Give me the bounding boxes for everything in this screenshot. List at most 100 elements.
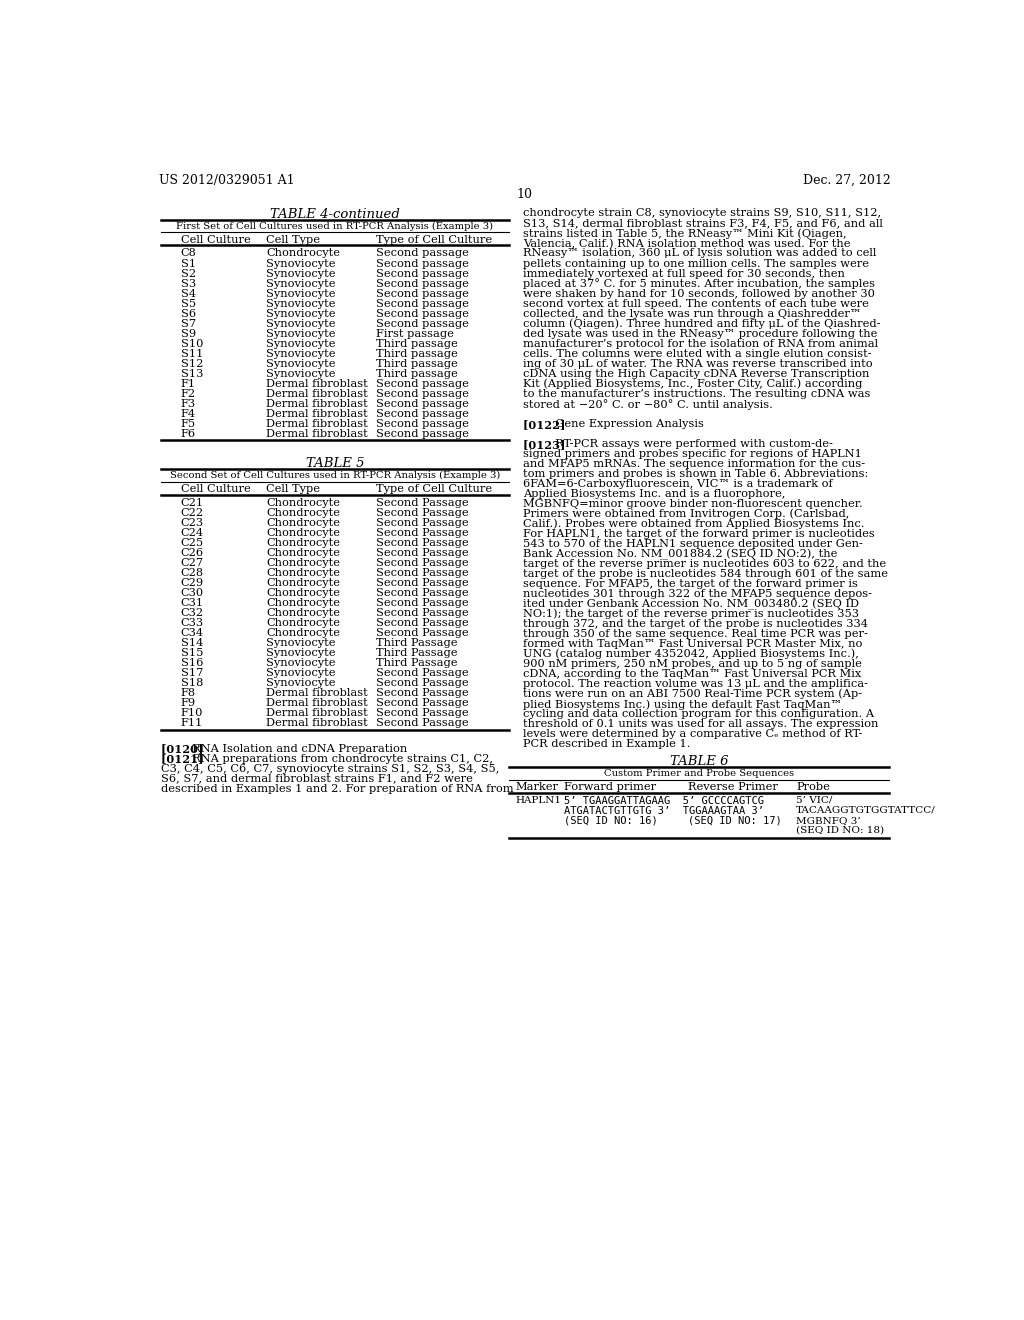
- Text: Chondrocyte: Chondrocyte: [266, 539, 340, 548]
- Text: Calif.). Probes were obtained from Applied Biosystems Inc.: Calif.). Probes were obtained from Appli…: [523, 519, 864, 529]
- Text: F3: F3: [180, 399, 196, 409]
- Text: stored at −20° C. or −80° C. until analysis.: stored at −20° C. or −80° C. until analy…: [523, 399, 773, 409]
- Text: Synoviocyte: Synoviocyte: [266, 659, 336, 668]
- Text: Second Passage: Second Passage: [376, 609, 469, 618]
- Text: RNA Isolation and cDNA Preparation: RNA Isolation and cDNA Preparation: [185, 743, 408, 754]
- Text: immediately vortexed at full speed for 30 seconds, then: immediately vortexed at full speed for 3…: [523, 268, 845, 279]
- Text: Second passage: Second passage: [376, 318, 469, 329]
- Text: TABLE 5: TABLE 5: [306, 457, 365, 470]
- Text: Chondrocyte: Chondrocyte: [266, 589, 340, 598]
- Text: C3, C4, C5, C6, C7, synoviocyte strains S1, S2, S3, S4, S5,: C3, C4, C5, C6, C7, synoviocyte strains …: [161, 763, 499, 774]
- Text: First Set of Cell Cultures used in RT-PCR Analysis (Example 3): First Set of Cell Cultures used in RT-PC…: [176, 222, 494, 231]
- Text: Second Passage: Second Passage: [376, 558, 469, 568]
- Text: Third Passage: Third Passage: [376, 648, 458, 659]
- Text: S17: S17: [180, 668, 203, 678]
- Text: Chondrocyte: Chondrocyte: [266, 498, 340, 508]
- Text: C22: C22: [180, 508, 204, 517]
- Text: S4: S4: [180, 289, 196, 298]
- Text: placed at 37° C. for 5 minutes. After incubation, the samples: placed at 37° C. for 5 minutes. After in…: [523, 279, 876, 289]
- Text: Chondrocyte: Chondrocyte: [266, 618, 340, 628]
- Text: F10: F10: [180, 708, 203, 718]
- Text: 10: 10: [517, 187, 532, 201]
- Text: F9: F9: [180, 698, 196, 708]
- Text: 6FAM=6-Carboxyfluorescein, VIC™ is a trademark of: 6FAM=6-Carboxyfluorescein, VIC™ is a tra…: [523, 479, 833, 488]
- Text: described in Examples 1 and 2. For preparation of RNA from: described in Examples 1 and 2. For prepa…: [161, 784, 513, 793]
- Text: Chondrocyte: Chondrocyte: [266, 548, 340, 558]
- Text: Dermal fibroblast: Dermal fibroblast: [266, 399, 368, 409]
- Text: TACAAGGTGTGGTATTCC/: TACAAGGTGTGGTATTCC/: [796, 807, 936, 814]
- Text: were shaken by hand for 10 seconds, followed by another 30: were shaken by hand for 10 seconds, foll…: [523, 289, 876, 298]
- Text: cells. The columns were eluted with a single elution consist-: cells. The columns were eluted with a si…: [523, 348, 871, 359]
- Text: S9: S9: [180, 329, 196, 338]
- Text: Second Passage: Second Passage: [376, 589, 469, 598]
- Text: S5: S5: [180, 298, 196, 309]
- Text: UNG (catalog number 4352042, Applied Biosystems Inc.),: UNG (catalog number 4352042, Applied Bio…: [523, 649, 859, 660]
- Text: Second passage: Second passage: [376, 388, 469, 399]
- Text: Dermal fibroblast: Dermal fibroblast: [266, 688, 368, 698]
- Text: Dermal fibroblast: Dermal fibroblast: [266, 718, 368, 729]
- Text: Valencia, Calif.) RNA isolation method was used. For the: Valencia, Calif.) RNA isolation method w…: [523, 239, 851, 249]
- Text: through 350 of the same sequence. Real time PCR was per-: through 350 of the same sequence. Real t…: [523, 628, 868, 639]
- Text: C28: C28: [180, 568, 204, 578]
- Text: Second Set of Cell Cultures used in RT-PCR Analysis (Example 3): Second Set of Cell Cultures used in RT-P…: [170, 471, 500, 480]
- Text: Second passage: Second passage: [376, 289, 469, 298]
- Text: C8: C8: [180, 248, 197, 259]
- Text: C32: C32: [180, 609, 204, 618]
- Text: TABLE 6: TABLE 6: [670, 755, 728, 768]
- Text: Second passage: Second passage: [376, 268, 469, 279]
- Text: Second Passage: Second Passage: [376, 618, 469, 628]
- Text: C23: C23: [180, 517, 204, 528]
- Text: plied Biosystems Inc.) using the default Fast TaqMan™: plied Biosystems Inc.) using the default…: [523, 700, 842, 710]
- Text: tions were run on an ABI 7500 Real-Time PCR system (Ap-: tions were run on an ABI 7500 Real-Time …: [523, 689, 862, 700]
- Text: Chondrocyte: Chondrocyte: [266, 568, 340, 578]
- Text: MGBNFQ 3’: MGBNFQ 3’: [796, 816, 861, 825]
- Text: Second Passage: Second Passage: [376, 517, 469, 528]
- Text: F6: F6: [180, 429, 196, 438]
- Text: Synoviocyte: Synoviocyte: [266, 339, 336, 348]
- Text: cycling and data collection program for this configuration. A: cycling and data collection program for …: [523, 709, 874, 719]
- Text: Synoviocyte: Synoviocyte: [266, 279, 336, 289]
- Text: threshold of 0.1 units was used for all assays. The expression: threshold of 0.1 units was used for all …: [523, 719, 879, 729]
- Text: Cell Culture: Cell Culture: [180, 484, 251, 494]
- Text: Cell Culture: Cell Culture: [180, 235, 251, 244]
- Text: [0121]: [0121]: [161, 754, 207, 764]
- Text: Synoviocyte: Synoviocyte: [266, 668, 336, 678]
- Text: RNeasy™ isolation, 360 μL of lysis solution was added to cell: RNeasy™ isolation, 360 μL of lysis solut…: [523, 248, 877, 259]
- Text: PCR described in Example 1.: PCR described in Example 1.: [523, 739, 691, 748]
- Text: Second Passage: Second Passage: [376, 568, 469, 578]
- Text: Synoviocyte: Synoviocyte: [266, 259, 336, 268]
- Text: HAPLN1: HAPLN1: [515, 796, 561, 805]
- Text: through 372, and the target of the probe is nucleotides 334: through 372, and the target of the probe…: [523, 619, 868, 628]
- Text: F4: F4: [180, 409, 196, 418]
- Text: S14: S14: [180, 638, 203, 648]
- Text: Dec. 27, 2012: Dec. 27, 2012: [803, 174, 891, 187]
- Text: Dermal fibroblast: Dermal fibroblast: [266, 388, 368, 399]
- Text: Second passage: Second passage: [376, 259, 469, 268]
- Text: formed with TaqMan™ Fast Universal PCR Master Mix, no: formed with TaqMan™ Fast Universal PCR M…: [523, 639, 862, 649]
- Text: Cell Type: Cell Type: [266, 235, 319, 244]
- Text: Synoviocyte: Synoviocyte: [266, 648, 336, 659]
- Text: Second Passage: Second Passage: [376, 698, 469, 708]
- Text: 900 nM primers, 250 nM probes, and up to 5 ng of sample: 900 nM primers, 250 nM probes, and up to…: [523, 659, 862, 669]
- Text: Third passage: Third passage: [376, 339, 458, 348]
- Text: Second passage: Second passage: [376, 309, 469, 318]
- Text: signed primers and probes specific for regions of HAPLN1: signed primers and probes specific for r…: [523, 449, 862, 458]
- Text: S6: S6: [180, 309, 196, 318]
- Text: (SEQ ID NO: 17): (SEQ ID NO: 17): [687, 816, 781, 826]
- Text: Dermal fibroblast: Dermal fibroblast: [266, 708, 368, 718]
- Text: Third passage: Third passage: [376, 359, 458, 368]
- Text: 5’ TGAAGGATTAGAAG  5’ GCCCCAGTCG: 5’ TGAAGGATTAGAAG 5’ GCCCCAGTCG: [563, 796, 764, 807]
- Text: Second passage: Second passage: [376, 248, 469, 259]
- Text: sequence. For MFAP5, the target of the forward primer is: sequence. For MFAP5, the target of the f…: [523, 579, 858, 589]
- Text: Second Passage: Second Passage: [376, 498, 469, 508]
- Text: Applied Biosystems Inc. and is a fluorophore,: Applied Biosystems Inc. and is a fluorop…: [523, 488, 785, 499]
- Text: Second Passage: Second Passage: [376, 548, 469, 558]
- Text: ded lysate was used in the RNeasy™ procedure following the: ded lysate was used in the RNeasy™ proce…: [523, 329, 878, 338]
- Text: Second Passage: Second Passage: [376, 628, 469, 638]
- Text: to the manufacturer’s instructions. The resulting cDNA was: to the manufacturer’s instructions. The …: [523, 388, 870, 399]
- Text: C29: C29: [180, 578, 204, 587]
- Text: Second passage: Second passage: [376, 409, 469, 418]
- Text: [0122]: [0122]: [523, 418, 569, 430]
- Text: Gene Expression Analysis: Gene Expression Analysis: [548, 418, 703, 429]
- Text: F2: F2: [180, 388, 196, 399]
